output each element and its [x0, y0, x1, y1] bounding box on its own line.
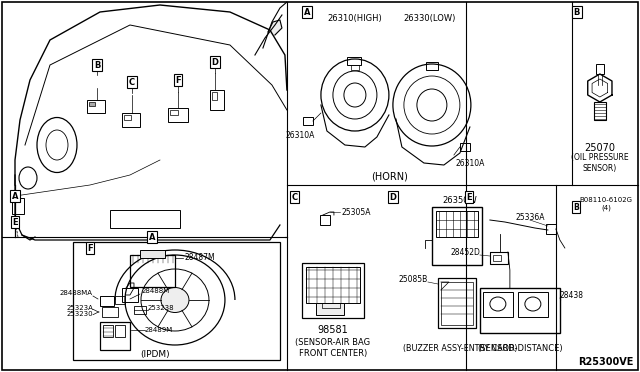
Bar: [546, 224, 556, 234]
Text: C: C: [292, 192, 298, 202]
Text: A: A: [303, 7, 310, 16]
Bar: [89, 102, 95, 106]
Bar: [102, 307, 118, 317]
Text: 28489M: 28489M: [145, 327, 173, 333]
Text: 28487M: 28487M: [185, 253, 216, 263]
Text: 25323A: 25323A: [66, 305, 93, 311]
Bar: [483, 292, 513, 317]
Bar: [594, 102, 606, 120]
Bar: [426, 62, 438, 70]
Ellipse shape: [161, 288, 189, 312]
Bar: [316, 303, 344, 315]
Bar: [306, 267, 360, 303]
Bar: [115, 296, 125, 304]
Text: D: D: [389, 192, 396, 202]
Bar: [210, 90, 224, 110]
Text: 253238: 253238: [148, 305, 175, 311]
Text: 26330(LOW): 26330(LOW): [404, 13, 456, 22]
Bar: [122, 288, 138, 302]
Bar: [212, 92, 217, 100]
Text: E: E: [466, 192, 472, 202]
Text: (SENSOR-DISTANCE): (SENSOR-DISTANCE): [477, 343, 563, 353]
Bar: [134, 306, 146, 314]
Text: 253230: 253230: [67, 311, 93, 317]
Bar: [122, 113, 140, 127]
Text: 25085B: 25085B: [399, 276, 428, 285]
Bar: [130, 255, 175, 287]
Text: (BUZZER ASSY-ENTRY CARD): (BUZZER ASSY-ENTRY CARD): [403, 343, 517, 353]
Text: 28488MA: 28488MA: [60, 290, 93, 296]
Text: B: B: [573, 202, 579, 212]
Text: 25336A: 25336A: [515, 212, 545, 221]
Text: (IPDM): (IPDM): [140, 350, 170, 359]
Bar: [73, 242, 280, 360]
Text: 25070: 25070: [584, 143, 615, 153]
Bar: [170, 110, 178, 115]
Text: 28438: 28438: [560, 291, 584, 299]
Bar: [441, 282, 473, 325]
Text: 98581: 98581: [317, 325, 348, 335]
Bar: [432, 207, 482, 265]
Text: (HORN): (HORN): [371, 171, 408, 181]
Bar: [436, 211, 478, 237]
Bar: [490, 252, 508, 264]
Bar: [124, 115, 131, 120]
Polygon shape: [268, 20, 282, 35]
Text: F: F: [87, 244, 93, 253]
Text: R25300VE: R25300VE: [579, 357, 634, 367]
Bar: [110, 210, 180, 228]
Text: B: B: [573, 7, 580, 16]
Text: B08110-6102G
(4): B08110-6102G (4): [579, 197, 632, 211]
Text: 26310A: 26310A: [285, 131, 315, 140]
Bar: [12, 198, 24, 214]
Text: 28452D: 28452D: [450, 247, 480, 257]
Bar: [87, 100, 105, 113]
Bar: [320, 215, 330, 225]
Text: (SENSOR-AIR BAG
FRONT CENTER): (SENSOR-AIR BAG FRONT CENTER): [295, 338, 371, 358]
Text: 25305A: 25305A: [342, 208, 371, 217]
Text: B: B: [94, 61, 100, 70]
Text: 28488M: 28488M: [142, 288, 170, 294]
Bar: [100, 296, 114, 306]
Text: E: E: [12, 218, 18, 227]
Bar: [460, 143, 470, 151]
Bar: [302, 263, 364, 318]
Text: A: A: [12, 192, 19, 201]
Bar: [518, 292, 548, 317]
Bar: [303, 117, 313, 125]
Bar: [168, 108, 188, 122]
Text: 26310(HIGH): 26310(HIGH): [328, 13, 382, 22]
Bar: [596, 64, 604, 74]
Text: 26310A: 26310A: [455, 158, 484, 167]
Bar: [100, 322, 130, 350]
Text: (OIL PRESSURE
SENSOR): (OIL PRESSURE SENSOR): [571, 153, 628, 173]
Text: D: D: [211, 58, 218, 67]
Bar: [347, 57, 361, 65]
Text: F: F: [175, 76, 180, 84]
Text: 26350W: 26350W: [442, 196, 477, 205]
Bar: [493, 255, 501, 261]
Bar: [438, 278, 476, 328]
Bar: [115, 325, 125, 337]
Bar: [103, 325, 113, 337]
Bar: [140, 250, 165, 258]
Text: A: A: [148, 232, 156, 241]
Text: C: C: [129, 77, 135, 87]
Bar: [480, 288, 560, 333]
